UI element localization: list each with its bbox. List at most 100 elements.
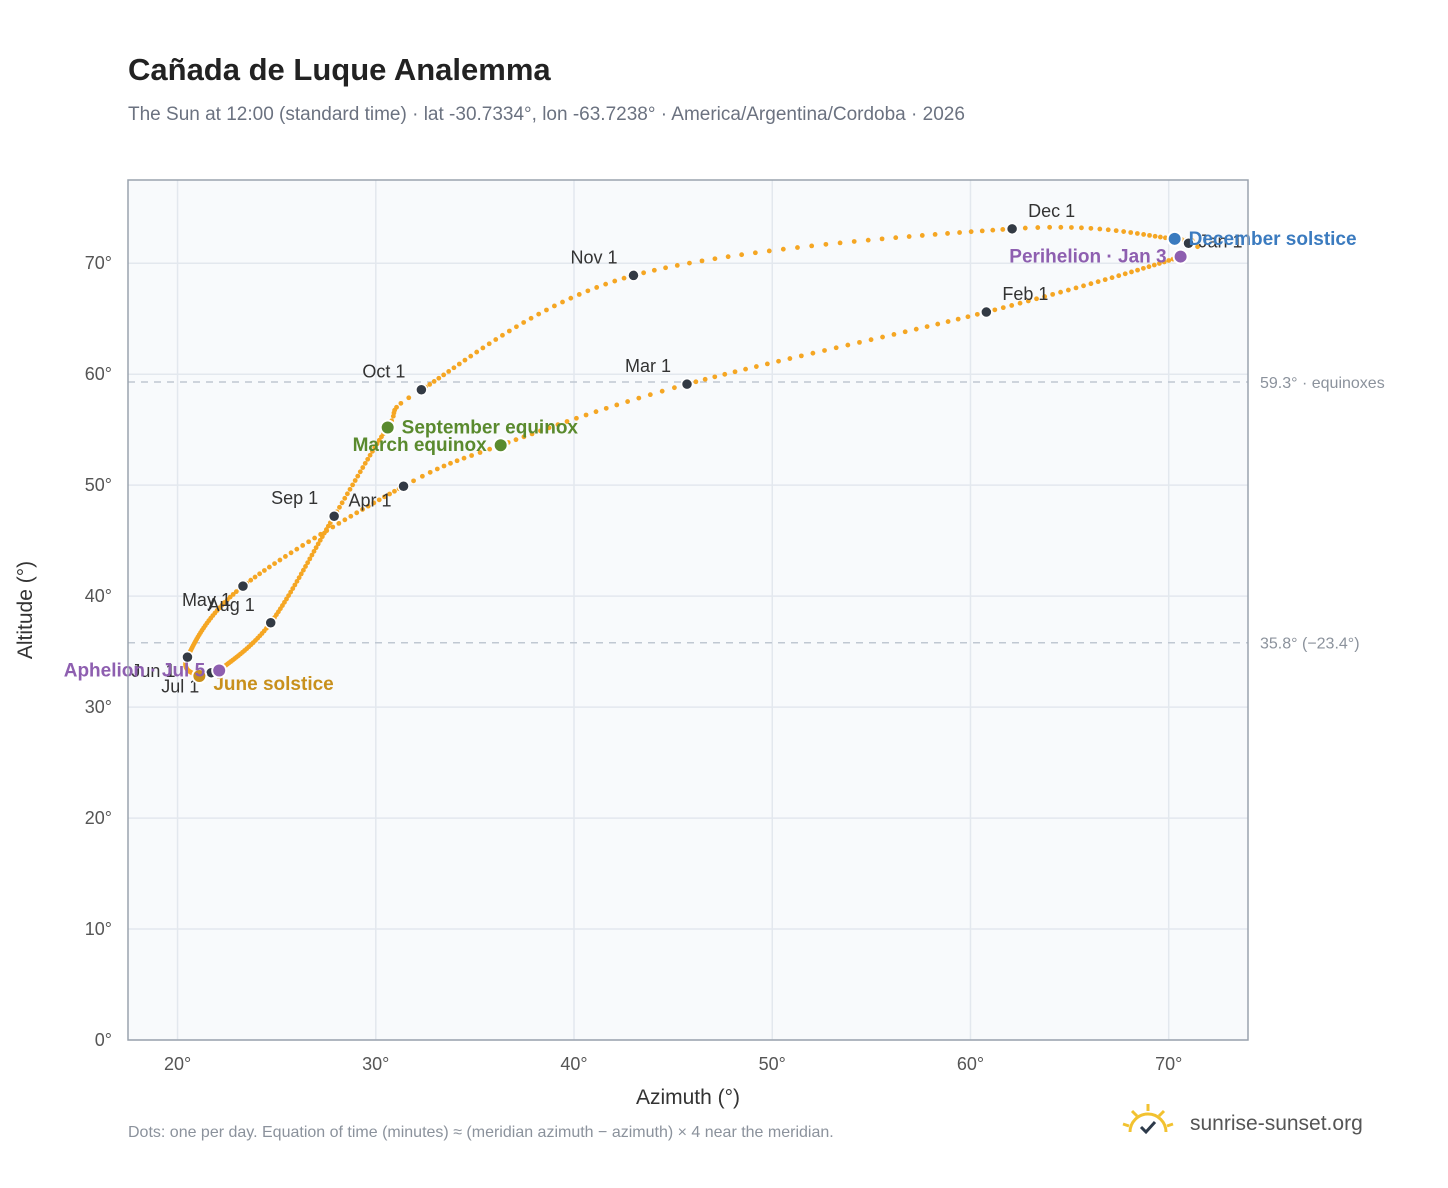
day-dot bbox=[845, 342, 851, 348]
day-dot bbox=[1000, 227, 1006, 232]
day-dot bbox=[1161, 259, 1167, 265]
y-tick-label: 70° bbox=[85, 253, 112, 273]
day-dot bbox=[288, 550, 294, 556]
day-dot bbox=[296, 575, 302, 581]
x-tick-label: 70° bbox=[1155, 1054, 1182, 1074]
day-dot bbox=[979, 228, 985, 234]
day-dot bbox=[1157, 261, 1162, 266]
day-dot bbox=[266, 564, 272, 570]
day-dot bbox=[702, 376, 708, 382]
day-dot bbox=[1134, 231, 1140, 236]
day-dot bbox=[945, 319, 951, 324]
day-dot bbox=[283, 554, 288, 559]
day-dot bbox=[555, 422, 561, 428]
day-dot bbox=[292, 582, 298, 588]
y-tick-label: 50° bbox=[85, 475, 112, 495]
day-dot bbox=[1058, 224, 1064, 230]
day-dot bbox=[594, 285, 600, 290]
y-axis-label: Altitude (°) bbox=[14, 561, 37, 659]
day-dot bbox=[699, 258, 705, 264]
day-dot bbox=[462, 357, 468, 363]
month-label: Oct 1 bbox=[362, 362, 405, 382]
day-dot bbox=[893, 235, 899, 241]
day-dot bbox=[992, 307, 998, 313]
day-dot bbox=[339, 500, 345, 506]
day-dot bbox=[868, 337, 874, 343]
day-dot bbox=[1009, 303, 1015, 308]
month-label: Mar 1 bbox=[625, 356, 671, 376]
day-dot bbox=[350, 482, 356, 488]
footnote: Dots: one per day. Equation of time (min… bbox=[128, 1124, 834, 1141]
day-dot bbox=[529, 431, 535, 437]
day-dot bbox=[902, 329, 908, 335]
day-dot bbox=[392, 488, 397, 494]
day-dot bbox=[307, 556, 313, 562]
day-dot bbox=[712, 256, 718, 262]
day-dot bbox=[693, 379, 699, 385]
day-dot bbox=[1088, 225, 1094, 231]
day-dot bbox=[303, 564, 308, 569]
day-dot bbox=[574, 415, 579, 421]
y-tick-label: 40° bbox=[85, 586, 112, 606]
day-dot bbox=[272, 561, 277, 566]
day-dot bbox=[1022, 225, 1028, 231]
day-dot bbox=[248, 577, 254, 583]
day-dot bbox=[1162, 235, 1168, 241]
y-tick-label: 20° bbox=[85, 808, 112, 828]
day-dot bbox=[374, 441, 380, 447]
day-dot bbox=[560, 299, 565, 305]
event-label: September equinox bbox=[402, 417, 579, 438]
day-dot bbox=[371, 500, 377, 506]
day-dot bbox=[306, 539, 312, 545]
day-dot bbox=[647, 392, 653, 398]
day-dot bbox=[625, 399, 631, 404]
day-dot bbox=[672, 385, 677, 391]
day-dot bbox=[468, 353, 474, 359]
x-axis-label: Azimuth (°) bbox=[636, 1086, 740, 1109]
x-tick-label: 20° bbox=[164, 1054, 191, 1074]
day-dot bbox=[1113, 228, 1119, 234]
day-dot bbox=[780, 246, 786, 252]
day-dot bbox=[1140, 265, 1146, 271]
day-dot bbox=[1109, 275, 1115, 281]
day-dot bbox=[1097, 226, 1103, 232]
day-dot bbox=[477, 450, 483, 455]
day-dot bbox=[294, 546, 300, 552]
page-title: Cañada de Luque Analemma bbox=[128, 52, 551, 87]
day-dot bbox=[336, 520, 342, 526]
day-dot bbox=[298, 571, 304, 577]
day-dot bbox=[411, 478, 416, 484]
day-dot bbox=[753, 364, 759, 369]
day-dot bbox=[1102, 277, 1108, 283]
day-dot bbox=[1025, 298, 1031, 304]
y-tick-label: 10° bbox=[85, 919, 112, 939]
day-dot bbox=[1122, 271, 1128, 277]
day-dot bbox=[544, 307, 549, 313]
day-dot bbox=[564, 419, 570, 424]
day-dot bbox=[355, 473, 361, 479]
day-dot bbox=[451, 365, 457, 371]
day-dot bbox=[636, 395, 642, 401]
day-dot bbox=[456, 361, 462, 367]
day-dot bbox=[521, 434, 527, 440]
brand[interactable]: sunrise-sunset.org bbox=[1120, 1100, 1390, 1150]
day-dot bbox=[370, 448, 375, 454]
day-dot bbox=[795, 245, 800, 250]
day-dot bbox=[593, 409, 599, 415]
day-dot bbox=[764, 361, 770, 367]
month-marker bbox=[980, 305, 993, 319]
day-dot bbox=[317, 537, 323, 543]
day-dot bbox=[1000, 305, 1006, 311]
day-dot bbox=[891, 331, 897, 337]
day-dot bbox=[290, 586, 296, 591]
day-dot bbox=[486, 341, 492, 347]
day-dot bbox=[252, 574, 258, 580]
plot-frame bbox=[127, 179, 1249, 1041]
day-dot bbox=[448, 460, 453, 466]
day-dot bbox=[955, 316, 961, 322]
day-dot bbox=[1129, 269, 1134, 275]
day-dot bbox=[427, 381, 433, 387]
day-dot bbox=[277, 557, 283, 563]
month-marker bbox=[627, 269, 640, 282]
month-marker bbox=[236, 579, 250, 593]
